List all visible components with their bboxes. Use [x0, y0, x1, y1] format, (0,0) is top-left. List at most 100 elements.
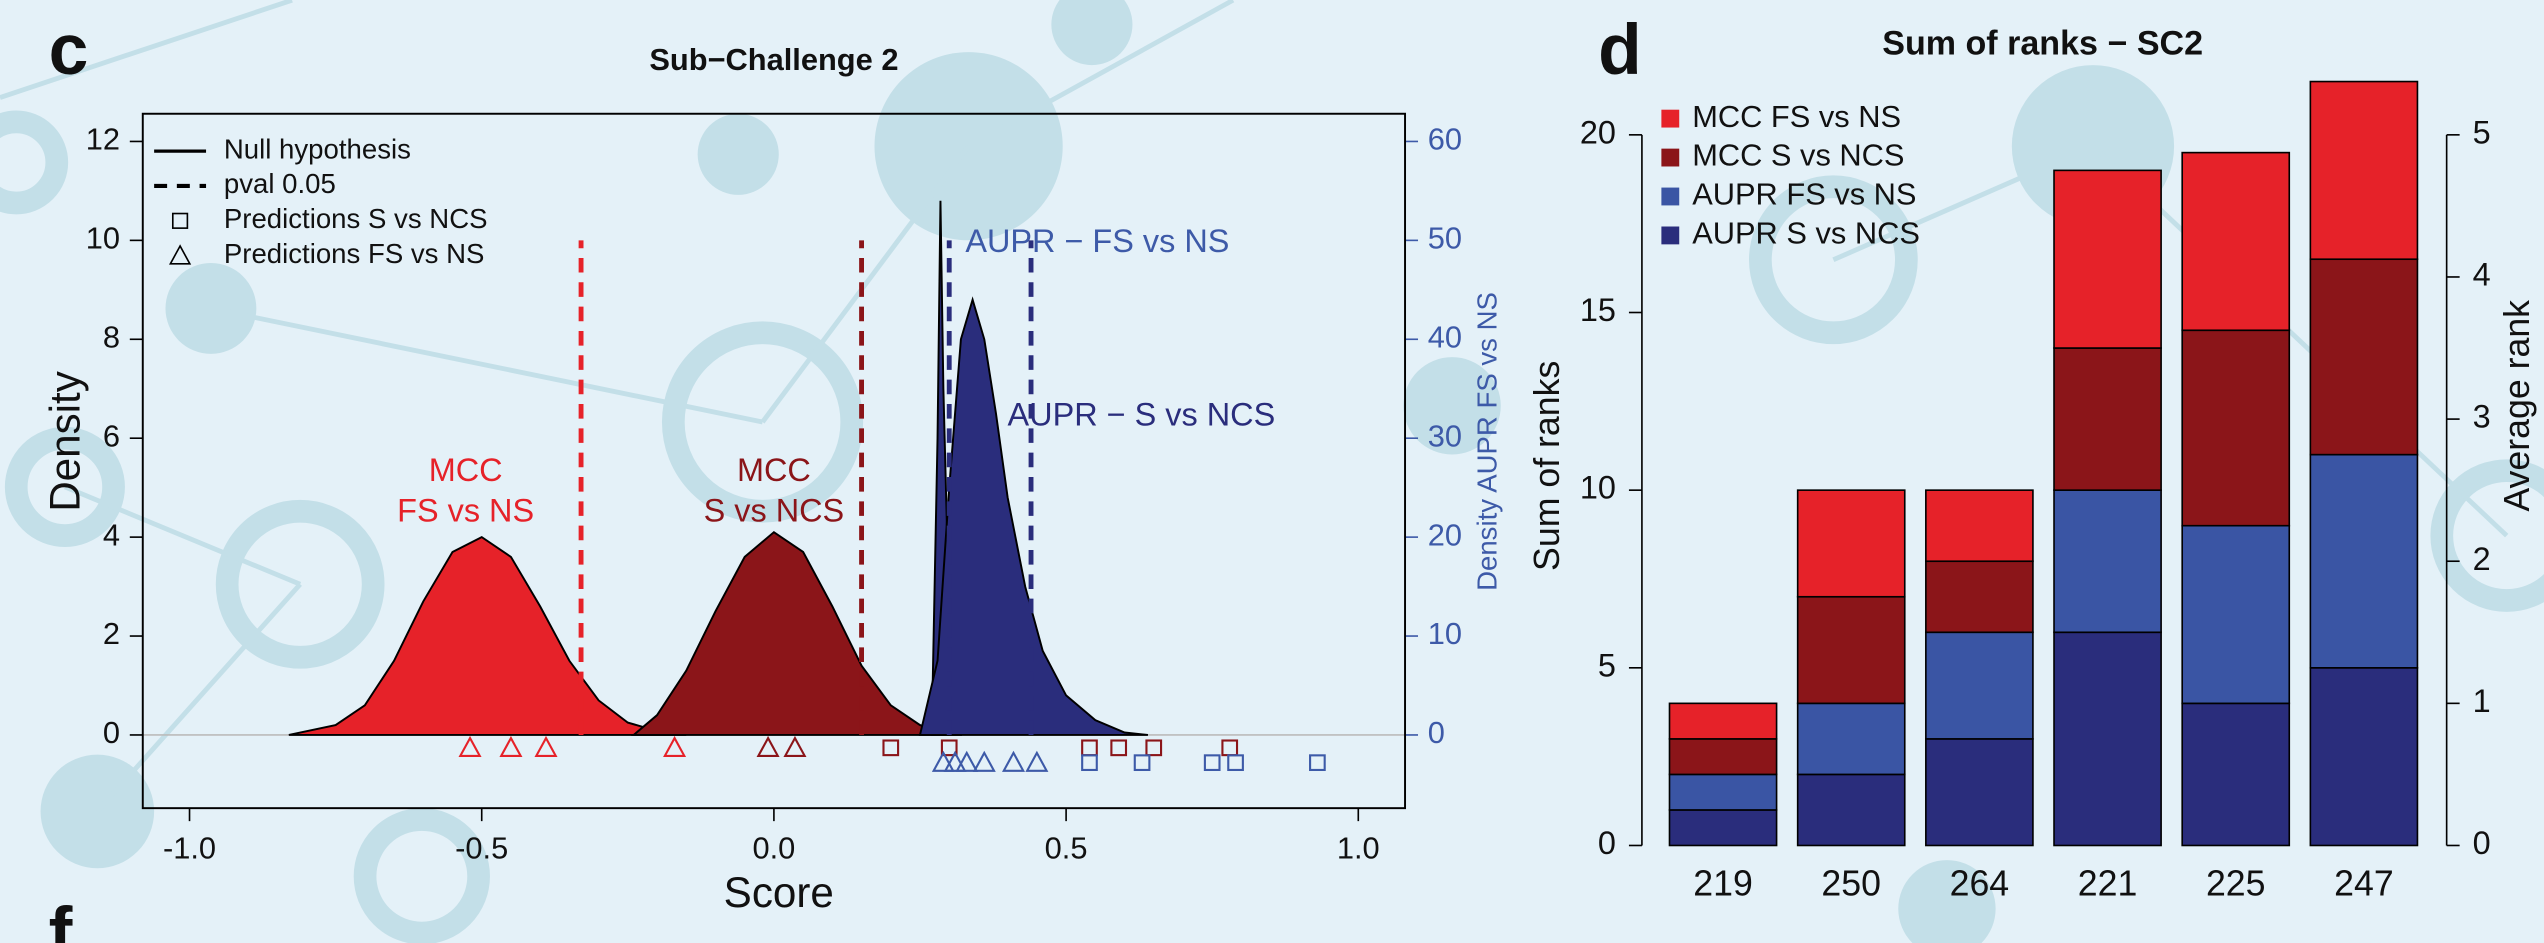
y-tick-label: 12 — [86, 122, 120, 157]
x-tick-label: 1.0 — [1337, 830, 1380, 865]
x-tick-label: 247 — [2334, 863, 2394, 903]
y2-tick-label: 10 — [1428, 616, 1462, 651]
y-tick-label: 10 — [1580, 470, 1616, 506]
chart-title: Sub−Challenge 2 — [649, 42, 898, 77]
legend-swatch — [1661, 187, 1680, 206]
legend-label: Predictions FS vs NS — [224, 238, 485, 269]
legend-label: MCC FS vs NS — [1692, 99, 1901, 134]
prediction-marker — [1025, 750, 1049, 772]
x-tick-label: 264 — [1950, 863, 2010, 903]
density-curve — [918, 296, 1149, 736]
prediction-marker — [756, 735, 780, 757]
plot-frame — [141, 112, 1407, 810]
y-tick-label: 10 — [86, 221, 120, 256]
y2-tick-label: 3 — [2473, 399, 2491, 435]
legend-swatch — [1661, 109, 1680, 128]
curve-label: MCC — [429, 452, 503, 488]
prediction-marker — [1110, 739, 1128, 757]
bar-segment — [2309, 453, 2419, 669]
prediction-marker — [1001, 750, 1026, 772]
prediction-marker — [1227, 754, 1244, 772]
curve-label: FS vs NS — [397, 492, 534, 528]
x-tick-label: 0.5 — [1045, 830, 1088, 865]
bar-segment — [1796, 489, 1906, 598]
bar-segment — [2053, 631, 2162, 847]
y-tick-label: 4 — [103, 517, 120, 552]
x-axis-label: Score — [724, 869, 834, 916]
prediction-marker — [663, 735, 687, 757]
bar-segment — [2181, 524, 2291, 705]
panel-label: d — [1598, 10, 1642, 90]
bar-segment — [1668, 738, 1778, 776]
prediction-marker — [1133, 754, 1151, 772]
prediction-marker — [783, 735, 807, 757]
curve-label: AUPR − FS vs NS — [965, 223, 1229, 259]
y-tick-label: 2 — [103, 616, 120, 651]
prediction-marker — [458, 735, 482, 757]
bar-segment — [1668, 773, 1778, 811]
y2-tick-label: 20 — [1428, 517, 1462, 552]
chart-title: Sum of ranks − SC2 — [1882, 25, 2203, 63]
y-tick-label: 8 — [103, 319, 120, 354]
x-tick-label: -0.5 — [455, 830, 508, 865]
prediction-marker — [940, 739, 958, 757]
prediction-marker — [943, 750, 967, 772]
y2-tick-label: 2 — [2473, 541, 2491, 577]
x-tick-label: 0.0 — [752, 830, 795, 865]
legend-label: MCC S vs NCS — [1692, 138, 1904, 173]
prediction-marker — [1203, 754, 1221, 772]
x-tick-label: 225 — [2206, 863, 2266, 903]
bar-segment — [2181, 151, 2291, 332]
prediction-marker — [1145, 739, 1163, 757]
bar-segment — [2053, 347, 2162, 491]
y-tick-label: 20 — [1580, 114, 1616, 150]
y-tick-label: 0 — [103, 715, 120, 750]
y2-tick-label: 50 — [1428, 221, 1462, 256]
bar-segment — [1925, 489, 2034, 563]
bar-segment — [1925, 738, 2034, 847]
bar-segment — [2309, 667, 2419, 847]
y2-tick-label: 1 — [2473, 683, 2491, 719]
y2-tick-label: 30 — [1428, 418, 1462, 453]
y-tick-label: 5 — [1598, 647, 1616, 683]
legend-swatch — [1661, 226, 1680, 245]
curve-label: AUPR − S vs NCS — [1008, 397, 1276, 433]
y-tick-label: 6 — [103, 418, 120, 453]
legend-swatch — [1661, 148, 1680, 167]
curve-label: S vs NCS — [704, 492, 845, 528]
prediction-marker — [1309, 754, 1326, 772]
bar-segment — [2053, 169, 2162, 349]
x-tick-label: 221 — [2078, 863, 2138, 903]
prediction-marker — [931, 750, 955, 772]
prediction-marker — [1081, 754, 1098, 772]
x-tick-label: 250 — [1821, 863, 1881, 903]
legend-label: pval 0.05 — [224, 168, 336, 199]
bar-segment — [1925, 560, 2034, 634]
bar-segment — [1796, 773, 1906, 847]
bar-segment — [2181, 702, 2291, 847]
prediction-marker — [955, 750, 979, 772]
bar-segment — [2309, 258, 2419, 456]
y-axis-label: Sum of ranks — [1527, 361, 1567, 571]
legend-symbol — [168, 244, 192, 265]
prediction-marker — [972, 750, 996, 772]
legend-label: AUPR S vs NCS — [1692, 216, 1920, 251]
bar-segment — [2181, 329, 2291, 527]
panel-label: c — [49, 10, 89, 90]
y2-tick-label: 0 — [2473, 825, 2491, 861]
y-tick-label: 0 — [1598, 825, 1616, 861]
y2-axis-label: Average rank — [2497, 300, 2537, 512]
legend-symbol — [171, 212, 189, 229]
prediction-marker — [534, 735, 558, 757]
y2-axis-label: Density AUPR FS vs NS — [1472, 292, 1503, 591]
legend-label: Null hypothesis — [224, 133, 411, 164]
x-tick-label: -1.0 — [163, 830, 216, 865]
prediction-marker — [882, 739, 900, 757]
legend-label: AUPR FS vs NS — [1692, 177, 1916, 212]
density-curve — [631, 530, 950, 736]
bar-segment — [1668, 809, 1778, 847]
y2-tick-label: 0 — [1428, 715, 1445, 750]
bar-segment — [1796, 702, 1906, 776]
y2-tick-label: 4 — [2473, 257, 2491, 293]
